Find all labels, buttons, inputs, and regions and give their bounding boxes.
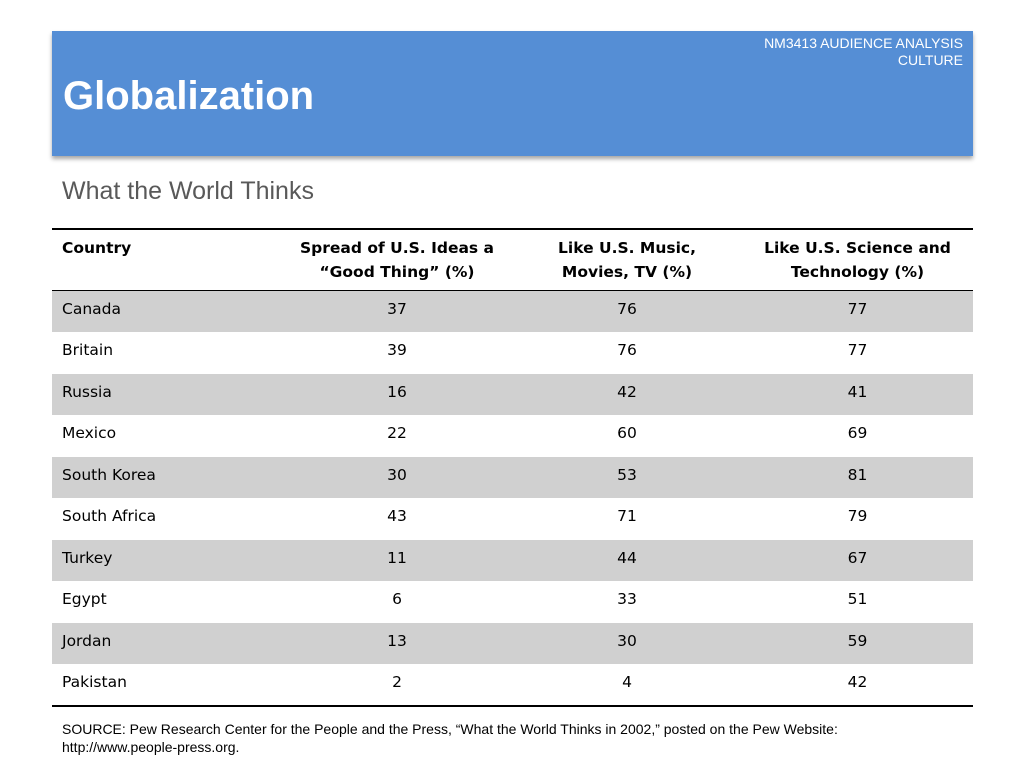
spread-ideas-cell: 43 bbox=[282, 498, 512, 540]
science-technology-cell: 77 bbox=[742, 290, 973, 332]
music-movies-tv-cell: 60 bbox=[512, 415, 742, 457]
spread-ideas-cell: 30 bbox=[282, 456, 512, 498]
music-movies-tv-cell: 30 bbox=[512, 622, 742, 664]
table-row: Britain 39 76 77 bbox=[52, 332, 973, 374]
course-label-line1: NM3413 AUDIENCE ANALYSIS bbox=[764, 35, 963, 51]
country-cell: Pakistan bbox=[52, 664, 282, 706]
country-cell: Egypt bbox=[52, 581, 282, 623]
science-technology-cell: 79 bbox=[742, 498, 973, 540]
science-technology-cell: 69 bbox=[742, 415, 973, 457]
music-movies-tv-cell: 4 bbox=[512, 664, 742, 706]
source-citation: SOURCE: Pew Research Center for the Peop… bbox=[62, 721, 838, 755]
column-header-science-technology: Like U.S. Science and Technology (%) bbox=[742, 229, 973, 291]
country-cell: South Korea bbox=[52, 456, 282, 498]
music-movies-tv-cell: 76 bbox=[512, 290, 742, 332]
music-movies-tv-cell: 53 bbox=[512, 456, 742, 498]
survey-table: Country Spread of U.S. Ideas a “Good Thi… bbox=[52, 228, 973, 707]
country-cell: Canada bbox=[52, 290, 282, 332]
science-technology-cell: 41 bbox=[742, 373, 973, 415]
table-row: Mexico 22 60 69 bbox=[52, 415, 973, 457]
spread-ideas-cell: 22 bbox=[282, 415, 512, 457]
country-cell: Jordan bbox=[52, 622, 282, 664]
title-banner: NM3413 AUDIENCE ANALYSIS CULTURE Globali… bbox=[52, 31, 973, 156]
music-movies-tv-cell: 42 bbox=[512, 373, 742, 415]
spread-ideas-cell: 6 bbox=[282, 581, 512, 623]
table-row: Canada 37 76 77 bbox=[52, 290, 973, 332]
course-label: NM3413 AUDIENCE ANALYSIS CULTURE bbox=[764, 35, 963, 69]
spread-ideas-cell: 13 bbox=[282, 622, 512, 664]
spread-ideas-cell: 39 bbox=[282, 332, 512, 374]
spread-ideas-cell: 2 bbox=[282, 664, 512, 706]
country-cell: Russia bbox=[52, 373, 282, 415]
country-cell: Britain bbox=[52, 332, 282, 374]
header-row: Country Spread of U.S. Ideas a “Good Thi… bbox=[52, 229, 973, 291]
slide-subtitle: What the World Thinks bbox=[62, 177, 314, 205]
table-row: South Africa 43 71 79 bbox=[52, 498, 973, 540]
table-row: Pakistan 2 4 42 bbox=[52, 664, 973, 706]
slide-title: Globalization bbox=[63, 74, 315, 118]
column-header-country: Country bbox=[52, 229, 282, 291]
science-technology-cell: 67 bbox=[742, 539, 973, 581]
spread-ideas-cell: 11 bbox=[282, 539, 512, 581]
country-cell: South Africa bbox=[52, 498, 282, 540]
table-header: Country Spread of U.S. Ideas a “Good Thi… bbox=[52, 229, 973, 291]
column-header-spread-ideas: Spread of U.S. Ideas a “Good Thing” (%) bbox=[282, 229, 512, 291]
science-technology-cell: 81 bbox=[742, 456, 973, 498]
table-row: Egypt 6 33 51 bbox=[52, 581, 973, 623]
science-technology-cell: 51 bbox=[742, 581, 973, 623]
spread-ideas-cell: 16 bbox=[282, 373, 512, 415]
music-movies-tv-cell: 71 bbox=[512, 498, 742, 540]
course-label-line2: CULTURE bbox=[897, 52, 963, 68]
science-technology-cell: 42 bbox=[742, 664, 973, 706]
music-movies-tv-cell: 33 bbox=[512, 581, 742, 623]
music-movies-tv-cell: 76 bbox=[512, 332, 742, 374]
spread-ideas-cell: 37 bbox=[282, 290, 512, 332]
table-body: Canada 37 76 77 Britain 39 76 77 Russia … bbox=[52, 290, 973, 706]
country-cell: Mexico bbox=[52, 415, 282, 457]
column-header-music-movies-tv: Like U.S. Music, Movies, TV (%) bbox=[512, 229, 742, 291]
table-row: Turkey 11 44 67 bbox=[52, 539, 973, 581]
table-row: South Korea 30 53 81 bbox=[52, 456, 973, 498]
table-row: Jordan 13 30 59 bbox=[52, 622, 973, 664]
science-technology-cell: 59 bbox=[742, 622, 973, 664]
science-technology-cell: 77 bbox=[742, 332, 973, 374]
music-movies-tv-cell: 44 bbox=[512, 539, 742, 581]
country-cell: Turkey bbox=[52, 539, 282, 581]
table-row: Russia 16 42 41 bbox=[52, 373, 973, 415]
